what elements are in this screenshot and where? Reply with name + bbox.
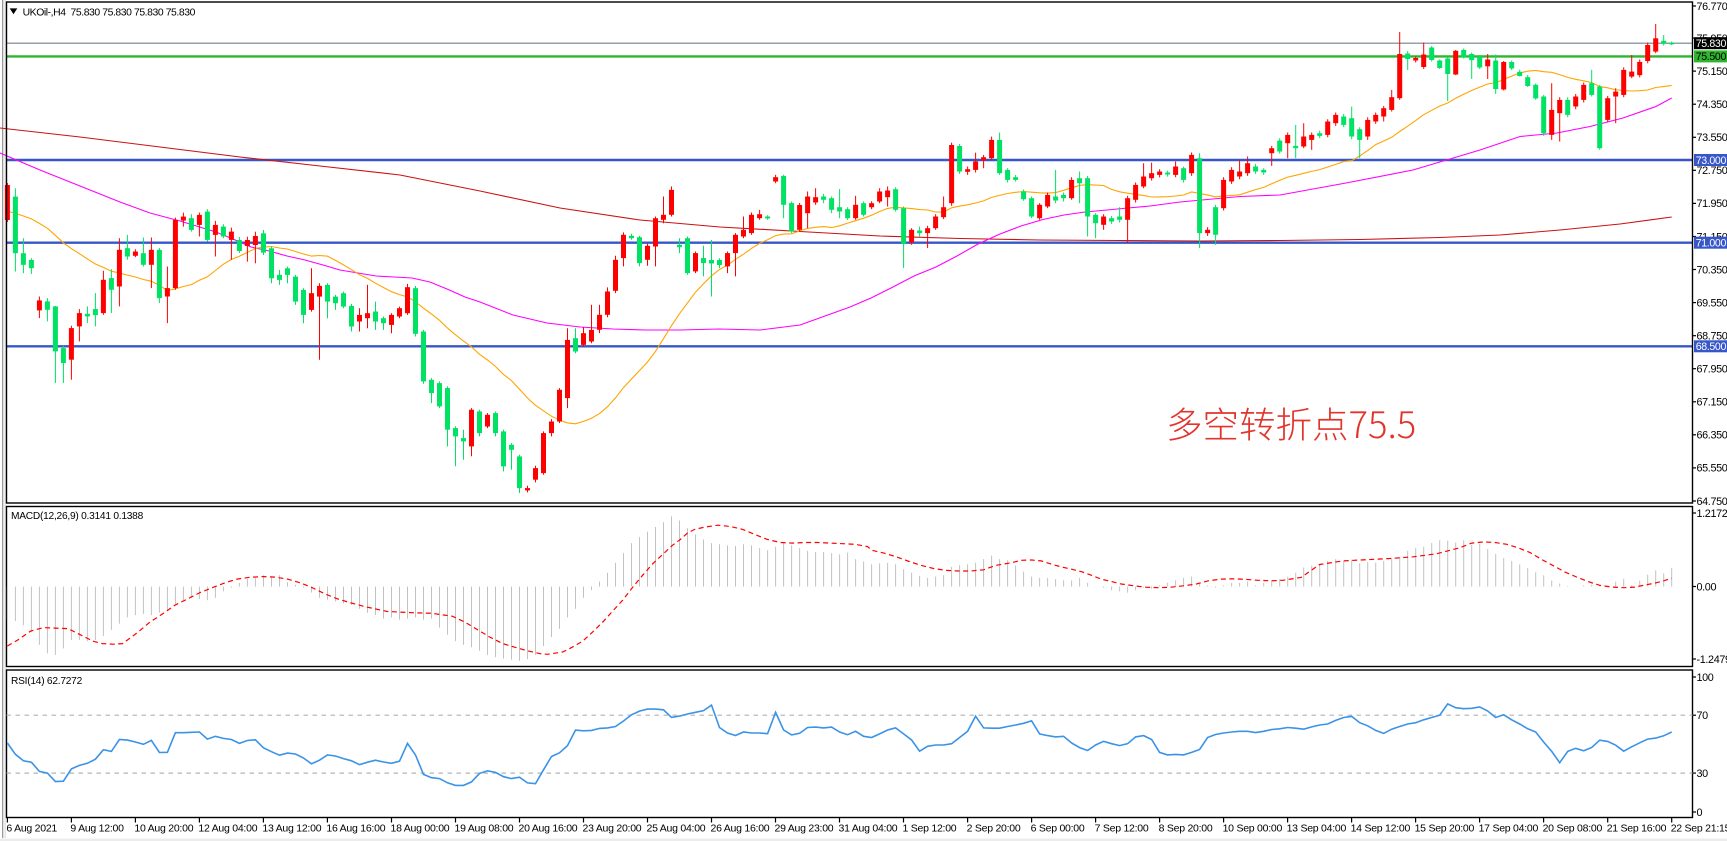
svg-text:15 Sep 20:00: 15 Sep 20:00: [1415, 823, 1475, 835]
svg-text:0: 0: [1697, 807, 1703, 819]
svg-text:66.350: 66.350: [1697, 430, 1727, 442]
svg-text:14 Sep 12:00: 14 Sep 12:00: [1351, 823, 1411, 835]
svg-text:2 Sep 20:00: 2 Sep 20:00: [967, 823, 1021, 835]
svg-text:6 Aug 2021: 6 Aug 2021: [6, 823, 57, 835]
svg-text:20 Sep 08:00: 20 Sep 08:00: [1543, 823, 1603, 835]
svg-text:71.950: 71.950: [1697, 198, 1727, 210]
svg-text:22 Sep 21:15: 22 Sep 21:15: [1671, 823, 1727, 835]
svg-text:65.550: 65.550: [1697, 463, 1727, 475]
svg-text:73.550: 73.550: [1697, 132, 1727, 144]
svg-text:MACD(12,26,9) 0.3141 0.1388: MACD(12,26,9) 0.3141 0.1388: [11, 511, 144, 522]
svg-text:75.830: 75.830: [1696, 38, 1727, 50]
svg-text:29 Aug 23:00: 29 Aug 23:00: [775, 823, 834, 835]
svg-text:70: 70: [1697, 710, 1709, 722]
svg-text:69.550: 69.550: [1697, 297, 1727, 309]
svg-text:26 Aug 16:00: 26 Aug 16:00: [711, 823, 770, 835]
svg-text:70.350: 70.350: [1697, 264, 1727, 276]
svg-text:1 Sep 12:00: 1 Sep 12:00: [903, 823, 957, 835]
svg-text:-1.2479: -1.2479: [1697, 654, 1727, 666]
svg-text:13 Sep 04:00: 13 Sep 04:00: [1287, 823, 1347, 835]
svg-text:12 Aug 04:00: 12 Aug 04:00: [198, 823, 257, 835]
svg-text:23 Aug 20:00: 23 Aug 20:00: [583, 823, 642, 835]
svg-text:75.500: 75.500: [1696, 51, 1727, 63]
svg-text:0.00: 0.00: [1697, 581, 1717, 593]
svg-text:16 Aug 16:00: 16 Aug 16:00: [326, 823, 385, 835]
svg-text:19 Aug 08:00: 19 Aug 08:00: [455, 823, 514, 835]
svg-text:20 Aug 16:00: 20 Aug 16:00: [519, 823, 578, 835]
svg-text:7 Sep 12:00: 7 Sep 12:00: [1095, 823, 1149, 835]
svg-text:UKOil-,H4 75.830 75.830 75.83: UKOil-,H4 75.830 75.830 75.830 75.830: [23, 7, 196, 18]
svg-text:25 Aug 04:00: 25 Aug 04:00: [647, 823, 706, 835]
svg-text:31 Aug 04:00: 31 Aug 04:00: [839, 823, 898, 835]
svg-text:10 Sep 00:00: 10 Sep 00:00: [1223, 823, 1283, 835]
svg-text:73.000: 73.000: [1696, 155, 1727, 167]
svg-text:64.750: 64.750: [1697, 496, 1727, 508]
svg-text:72.750: 72.750: [1697, 165, 1727, 177]
svg-text:RSI(14) 62.7272: RSI(14) 62.7272: [11, 676, 83, 687]
svg-text:21 Sep 16:00: 21 Sep 16:00: [1607, 823, 1667, 835]
svg-text:18 Aug 00:00: 18 Aug 00:00: [391, 823, 450, 835]
svg-text:10 Aug 20:00: 10 Aug 20:00: [134, 823, 193, 835]
svg-text:100: 100: [1697, 672, 1714, 684]
svg-text:74.350: 74.350: [1697, 99, 1727, 111]
svg-text:67.950: 67.950: [1697, 364, 1727, 376]
svg-text:13 Aug 12:00: 13 Aug 12:00: [262, 823, 321, 835]
svg-text:68.500: 68.500: [1696, 341, 1727, 353]
svg-text:1.2172: 1.2172: [1697, 508, 1727, 520]
svg-text:68.750: 68.750: [1697, 331, 1727, 343]
svg-text:30: 30: [1697, 768, 1709, 780]
svg-text:76.770: 76.770: [1697, 1, 1727, 13]
svg-text:9 Aug 12:00: 9 Aug 12:00: [70, 823, 124, 835]
svg-text:75.150: 75.150: [1697, 66, 1727, 78]
svg-text:8 Sep 20:00: 8 Sep 20:00: [1159, 823, 1213, 835]
svg-text:71.000: 71.000: [1696, 238, 1727, 250]
svg-text:17 Sep 04:00: 17 Sep 04:00: [1479, 823, 1539, 835]
svg-text:6 Sep 00:00: 6 Sep 00:00: [1031, 823, 1085, 835]
svg-text:67.150: 67.150: [1697, 397, 1727, 409]
